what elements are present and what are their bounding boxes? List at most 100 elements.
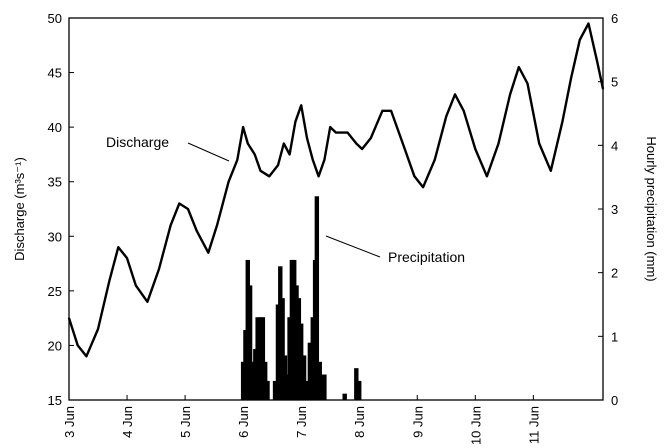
discharge-point <box>300 104 303 107</box>
precipitation-bar <box>304 380 310 400</box>
right-tick-label: 3 <box>611 202 618 217</box>
discharge-point <box>602 88 604 90</box>
discharge-point <box>277 164 279 167</box>
discharge-point <box>570 77 572 79</box>
precipitation-annotation: Precipitation <box>388 249 465 265</box>
discharge-point <box>486 175 488 178</box>
discharge-point <box>526 82 529 85</box>
left-tick-label: 40 <box>48 120 62 135</box>
discharge-point <box>259 169 262 172</box>
discharge-series <box>67 22 605 358</box>
right-axis-title: Hourly precipitation (mm) <box>644 136 659 281</box>
precipitation-bar <box>255 317 260 400</box>
precipitation-bar <box>243 329 248 400</box>
right-tick-label: 4 <box>611 138 618 153</box>
discharge-line-path <box>67 22 605 358</box>
right-axis: 0 1 2 3 4 5 6 <box>598 11 618 408</box>
discharge-point <box>178 202 181 205</box>
discharge-point <box>445 115 448 118</box>
precipitation-bar <box>265 380 270 400</box>
discharge-point <box>474 148 477 150</box>
discharge-point <box>306 137 308 140</box>
discharge-point <box>253 153 256 156</box>
precipitation-bars <box>240 196 362 400</box>
discharge-point <box>369 137 372 140</box>
left-tick-label: 30 <box>48 229 62 244</box>
discharge-point <box>346 131 349 134</box>
discharge-point <box>413 175 416 178</box>
x-tick-label: 8 Jun <box>352 406 367 438</box>
discharge-point <box>462 109 465 112</box>
precipitation-bar <box>253 349 258 400</box>
precipitation-bar <box>296 298 302 400</box>
precipitation-bar <box>280 298 285 400</box>
precipitation-bar <box>285 374 290 400</box>
precipitation-bar <box>317 361 322 400</box>
x-tick-label: 5 Jun <box>178 406 193 438</box>
discharge-point <box>561 120 564 123</box>
discharge-point <box>134 284 137 287</box>
left-axis-title: Discharge (m³s⁻¹) <box>12 157 27 261</box>
annotations: Discharge Precipitation <box>106 134 465 265</box>
left-tick-label: 45 <box>48 66 62 81</box>
discharge-point <box>361 148 363 150</box>
discharge-point <box>227 180 230 183</box>
precipitation-bar <box>354 368 359 400</box>
precipitation-bar <box>260 317 266 400</box>
discharge-point <box>117 246 120 249</box>
precipitation-bar <box>282 355 288 400</box>
left-tick-label: 25 <box>48 284 62 299</box>
discharge-point <box>76 344 79 347</box>
precipitation-bar <box>357 380 362 400</box>
precipitation-bar <box>314 196 320 400</box>
right-tick-label: 6 <box>611 11 618 26</box>
discharge-point <box>246 142 249 145</box>
precipitation-bar <box>342 393 347 400</box>
discharge-point <box>454 93 456 96</box>
discharge-point <box>390 109 392 112</box>
discharge-point <box>146 300 149 303</box>
x-tick-label: 10 Jun <box>468 406 483 445</box>
discharge-point <box>108 279 111 281</box>
precipitation-bar <box>278 266 283 400</box>
precipitation-bar <box>287 317 292 400</box>
x-tick-label: 3 Jun <box>62 406 77 438</box>
discharge-point <box>195 229 198 232</box>
discharge-point <box>355 142 358 145</box>
right-tick-label: 2 <box>611 266 618 281</box>
discharge-point <box>422 186 424 189</box>
discharge-point <box>311 159 314 161</box>
discharge-point <box>85 355 88 358</box>
discharge-point <box>282 142 285 145</box>
discharge-leader-line <box>187 142 230 162</box>
right-tick-label: 0 <box>611 393 618 408</box>
discharge-point <box>288 153 291 156</box>
discharge-point <box>381 109 384 112</box>
discharge-point <box>268 175 271 178</box>
left-tick-label: 50 <box>48 11 62 26</box>
precipitation-bar <box>294 285 299 400</box>
precipitation-leader-line <box>325 235 381 258</box>
x-tick-label: 6 Jun <box>236 406 251 438</box>
precipitation-bar <box>298 323 304 400</box>
discharge-point <box>317 175 320 178</box>
left-tick-label: 15 <box>48 393 62 408</box>
discharge-point <box>207 251 210 254</box>
left-tick-label: 20 <box>48 338 62 353</box>
discharge-point <box>294 120 297 123</box>
x-tick-label: 9 Jun <box>410 406 425 438</box>
discharge-point <box>158 268 160 270</box>
precipitation-bar <box>272 380 278 400</box>
precipitation-bar <box>289 259 295 400</box>
discharge-point <box>538 142 541 145</box>
precipitation-bar <box>319 374 325 400</box>
discharge-point <box>517 66 520 68</box>
precipitation-bar <box>247 285 253 400</box>
discharge-point <box>509 93 511 96</box>
precipitation-bar <box>310 317 315 400</box>
discharge-point <box>578 38 581 41</box>
discharge-point <box>596 60 599 63</box>
x-tick-label: 4 Jun <box>120 406 135 438</box>
discharge-point <box>329 126 332 128</box>
